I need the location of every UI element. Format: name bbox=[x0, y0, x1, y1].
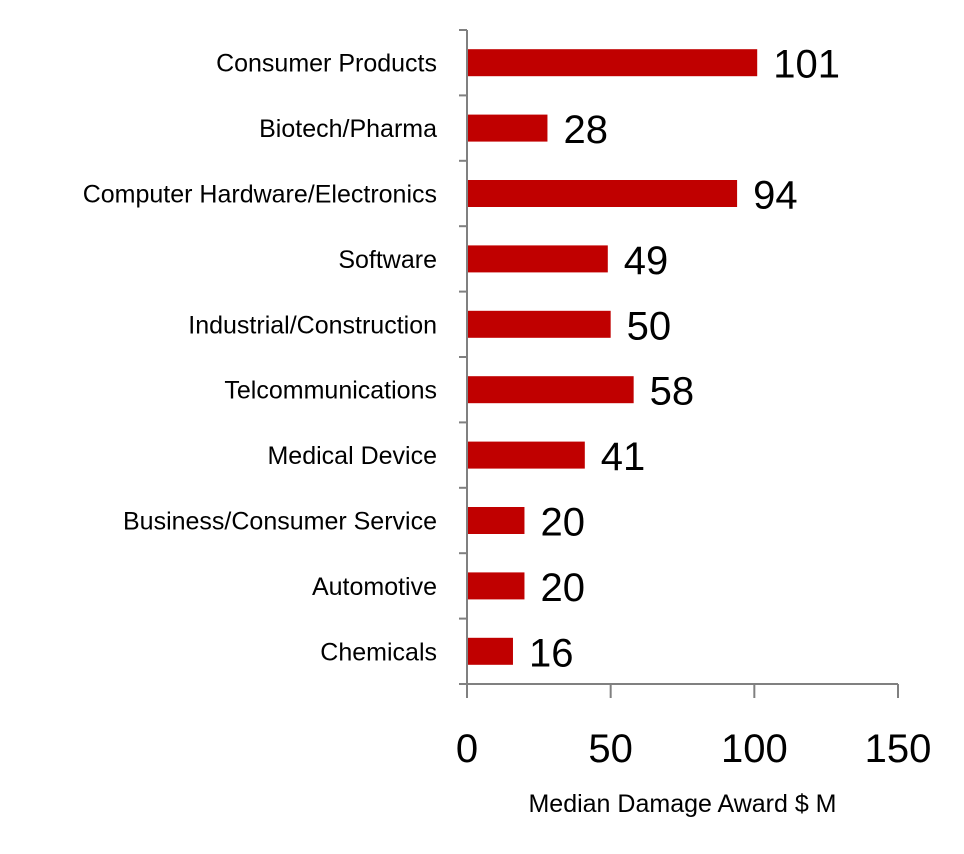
value-label: 94 bbox=[753, 174, 798, 218]
bar bbox=[467, 441, 585, 469]
bar bbox=[467, 245, 608, 273]
value-label: 28 bbox=[563, 108, 608, 152]
bar bbox=[467, 180, 738, 207]
category-label: Business/Consumer Service bbox=[123, 508, 437, 536]
category-label: Medical Device bbox=[267, 442, 437, 470]
axes-group: 0 50 100 150 bbox=[456, 29, 932, 771]
bar bbox=[467, 49, 758, 77]
category-labels: Consumer Products Biotech/Pharma Computer … bbox=[83, 50, 437, 667]
value-label: 101 bbox=[773, 43, 840, 87]
bar bbox=[467, 572, 525, 600]
value-label: 41 bbox=[601, 435, 646, 479]
category-label: Software bbox=[338, 246, 437, 274]
x-tick-label: 150 bbox=[865, 727, 932, 771]
x-tick-label: 100 bbox=[721, 727, 788, 771]
value-label: 58 bbox=[650, 370, 695, 414]
category-label: Chemicals bbox=[320, 638, 437, 666]
bar bbox=[467, 507, 525, 534]
value-label: 16 bbox=[529, 631, 574, 675]
value-label: 50 bbox=[627, 304, 672, 348]
category-label: Consumer Products bbox=[216, 50, 437, 78]
x-tick-label: 0 bbox=[456, 727, 478, 771]
bar bbox=[467, 310, 611, 338]
value-label: 20 bbox=[540, 501, 585, 545]
category-label: Computer Hardware/Electronics bbox=[83, 181, 437, 209]
value-label: 49 bbox=[624, 239, 669, 283]
category-label: Telcommunications bbox=[224, 377, 437, 405]
bar bbox=[467, 637, 513, 665]
x-tick-label: 50 bbox=[588, 727, 633, 771]
x-axis-title: Median Damage Award $ M bbox=[528, 790, 836, 818]
category-label: Automotive bbox=[312, 573, 437, 601]
value-label: 20 bbox=[540, 566, 585, 610]
category-label: Biotech/Pharma bbox=[259, 115, 437, 143]
bar bbox=[467, 376, 634, 404]
bars-group bbox=[467, 49, 758, 665]
category-label: Industrial/Construction bbox=[188, 311, 437, 339]
bar bbox=[467, 114, 548, 142]
